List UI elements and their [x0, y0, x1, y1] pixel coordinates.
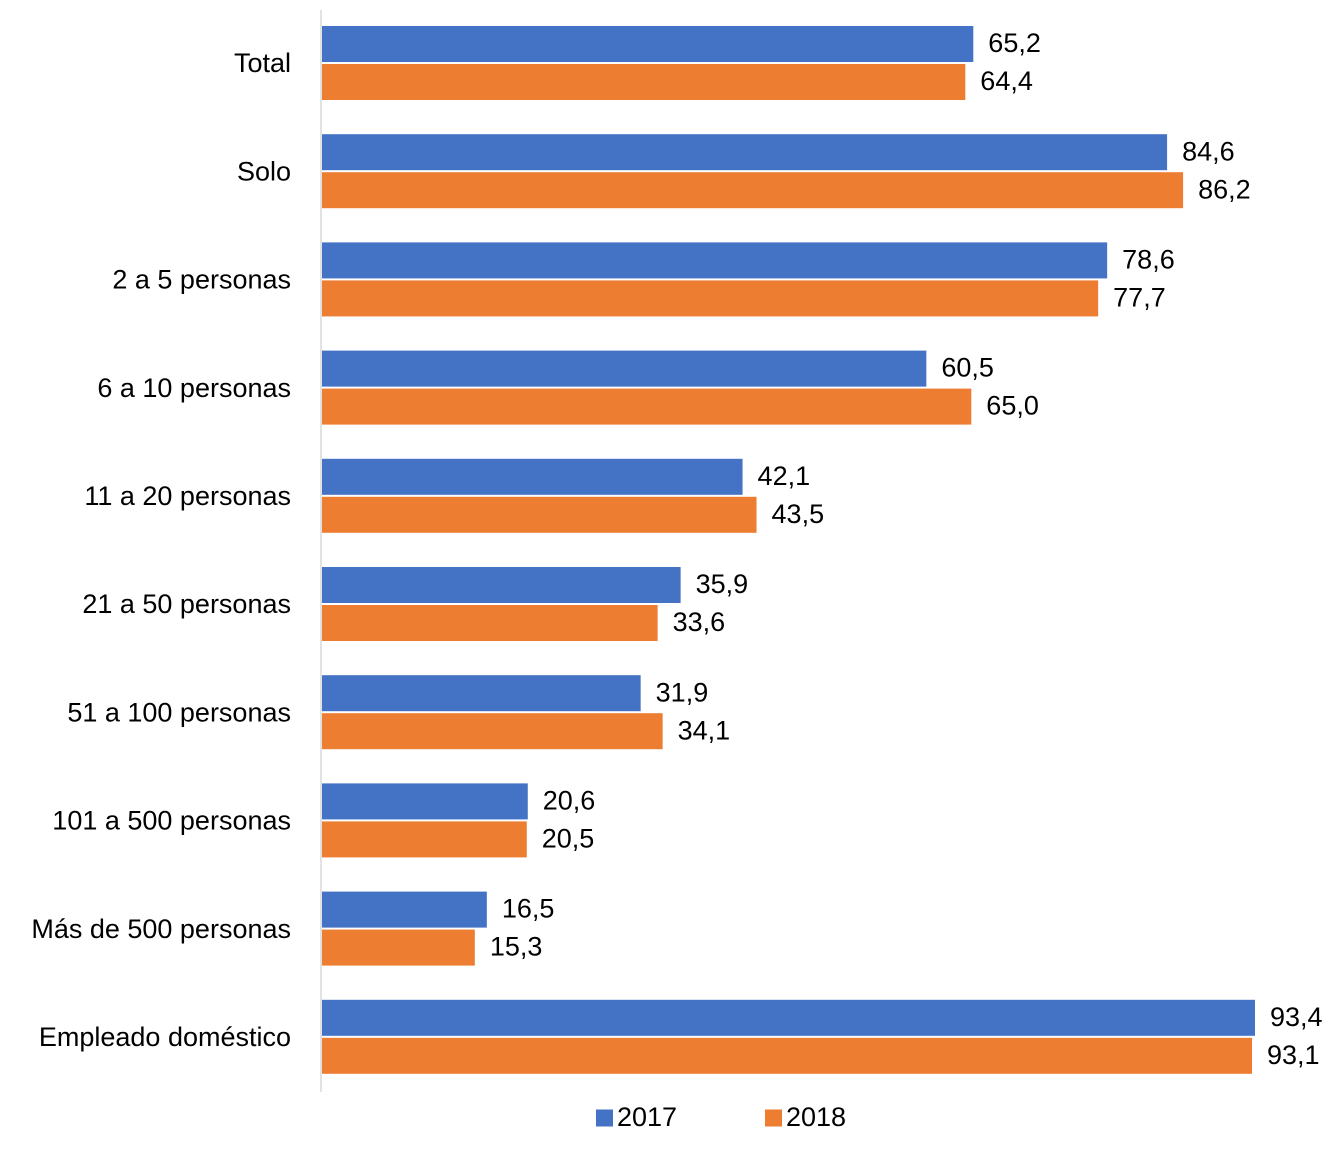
- legend-label: 2017: [617, 1102, 677, 1132]
- data-label: 60,5: [941, 353, 994, 383]
- bar-2018: [322, 64, 966, 100]
- legend-swatch-2018: [765, 1109, 782, 1127]
- bar-2017: [322, 26, 974, 62]
- bar-2017: [322, 567, 681, 603]
- data-label: 34,1: [678, 715, 731, 745]
- data-label: 77,7: [1113, 283, 1166, 313]
- data-label: 15,3: [490, 932, 543, 962]
- bar-2018: [322, 605, 658, 641]
- bar-2018: [322, 929, 475, 966]
- data-label: 65,0: [986, 391, 1039, 421]
- bar-2018: [322, 1037, 1253, 1074]
- category-label: Solo: [237, 156, 291, 186]
- data-label: 16,5: [502, 894, 555, 924]
- data-label: 84,6: [1182, 136, 1235, 166]
- bar-2017: [322, 999, 1255, 1036]
- bar-2017: [322, 783, 528, 820]
- category-label: Empleado doméstico: [39, 1022, 291, 1052]
- bar-2018: [322, 713, 663, 750]
- category-label: Total: [234, 48, 291, 78]
- data-label: 31,9: [656, 677, 709, 707]
- data-label: 20,5: [542, 824, 595, 854]
- bar-2017: [322, 458, 743, 495]
- bar-2017: [322, 675, 641, 712]
- category-label: 2 a 5 personas: [112, 265, 291, 295]
- bar-2018: [322, 388, 972, 425]
- data-label: 93,4: [1270, 1002, 1323, 1032]
- data-label: 78,6: [1122, 245, 1175, 275]
- labels-layer: 65,2 64,4 84,6 86,2 78,6 77,7 60,5 65,0 42,1 43,5…: [490, 28, 1323, 1070]
- data-label: 35,9: [696, 569, 749, 599]
- data-label: 93,1: [1267, 1040, 1320, 1070]
- data-label: 43,5: [772, 499, 825, 529]
- category-label: 6 a 10 personas: [97, 373, 291, 403]
- bar-2018: [322, 172, 1184, 209]
- legend: 2017 2018: [596, 1102, 846, 1132]
- legend-label: 2018: [786, 1102, 846, 1132]
- bar-2018: [322, 821, 527, 858]
- category-label: Más de 500 personas: [31, 914, 291, 944]
- category-labels: Total Solo 2 a 5 personas 6 a 10 personas 11…: [31, 48, 291, 1052]
- category-label: 51 a 100 personas: [67, 697, 291, 727]
- category-label: 11 a 20 personas: [84, 481, 291, 511]
- bar-2017: [322, 891, 487, 928]
- legend-swatch-2017: [596, 1109, 613, 1127]
- bar-2017: [322, 350, 927, 387]
- bars-layer: [322, 26, 1255, 1074]
- category-label: 101 a 500 personas: [52, 806, 291, 836]
- bar-2017: [322, 134, 1168, 171]
- data-label: 86,2: [1198, 174, 1251, 204]
- data-label: 65,2: [988, 28, 1041, 58]
- bar-2018: [322, 280, 1099, 317]
- category-label: 21 a 50 personas: [82, 589, 291, 619]
- bar-2018: [322, 496, 757, 533]
- data-label: 42,1: [758, 461, 811, 491]
- data-label: 33,6: [673, 607, 726, 637]
- data-label: 64,4: [980, 66, 1033, 96]
- bar-2017: [322, 242, 1108, 279]
- data-label: 20,6: [543, 786, 596, 816]
